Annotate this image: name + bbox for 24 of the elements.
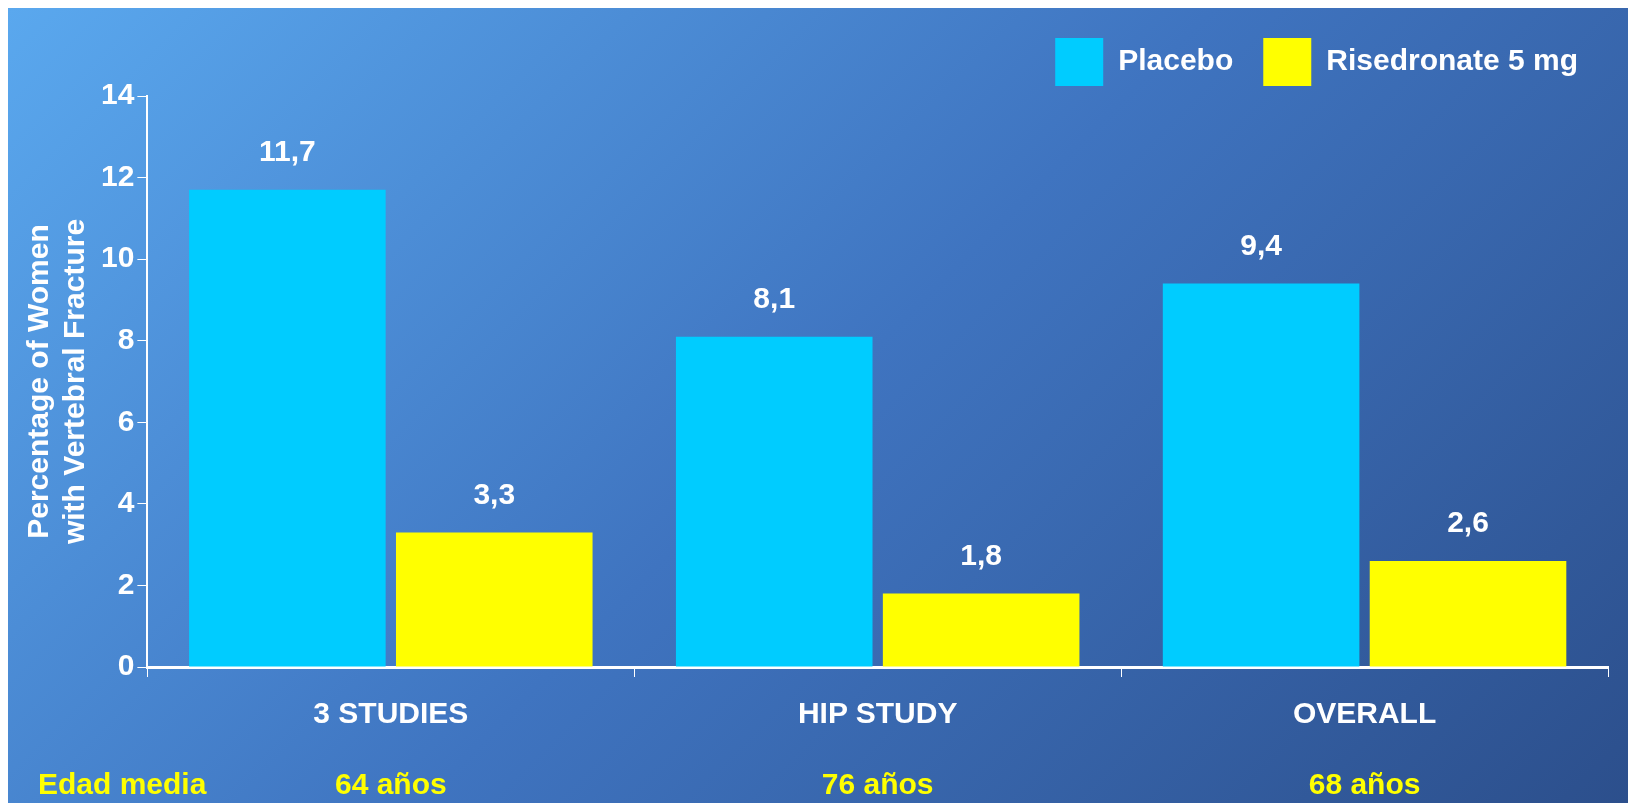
y-tick-label: 10 [100,240,135,274]
y-tick-label: 2 [117,566,135,600]
text: Edad media [38,767,207,801]
legend-label: Placebo [1118,43,1234,77]
data-label: 11,7 [258,134,316,168]
y-tick-label: 8 [117,321,135,355]
data-label: 9,4 [1240,227,1283,261]
x-tick-label: HIP STUDY [797,696,958,730]
legend-label: Risedronate 5 mg [1326,43,1578,77]
text: 68 años [1308,767,1421,801]
x-tick-label: 3 STUDIES [313,696,469,730]
y-axis-title: Percentage of Women with Vertebral Fracture [21,218,91,546]
y-tick-label: 12 [100,158,135,192]
y-tick-label: 14 [100,77,135,111]
x-tick-label: OVERALL [1292,696,1437,730]
data-label: 2,6 [1447,505,1489,539]
y-tick-label: 4 [117,485,135,519]
data-label: 3,3 [473,476,516,510]
text: 76 años [821,767,934,801]
data-label: 1,8 [960,537,1003,571]
y-tick-label: 6 [117,403,135,437]
text: 64 años [334,767,447,801]
data-label: 8,1 [753,280,796,314]
y-tick-label: 0 [117,648,135,682]
